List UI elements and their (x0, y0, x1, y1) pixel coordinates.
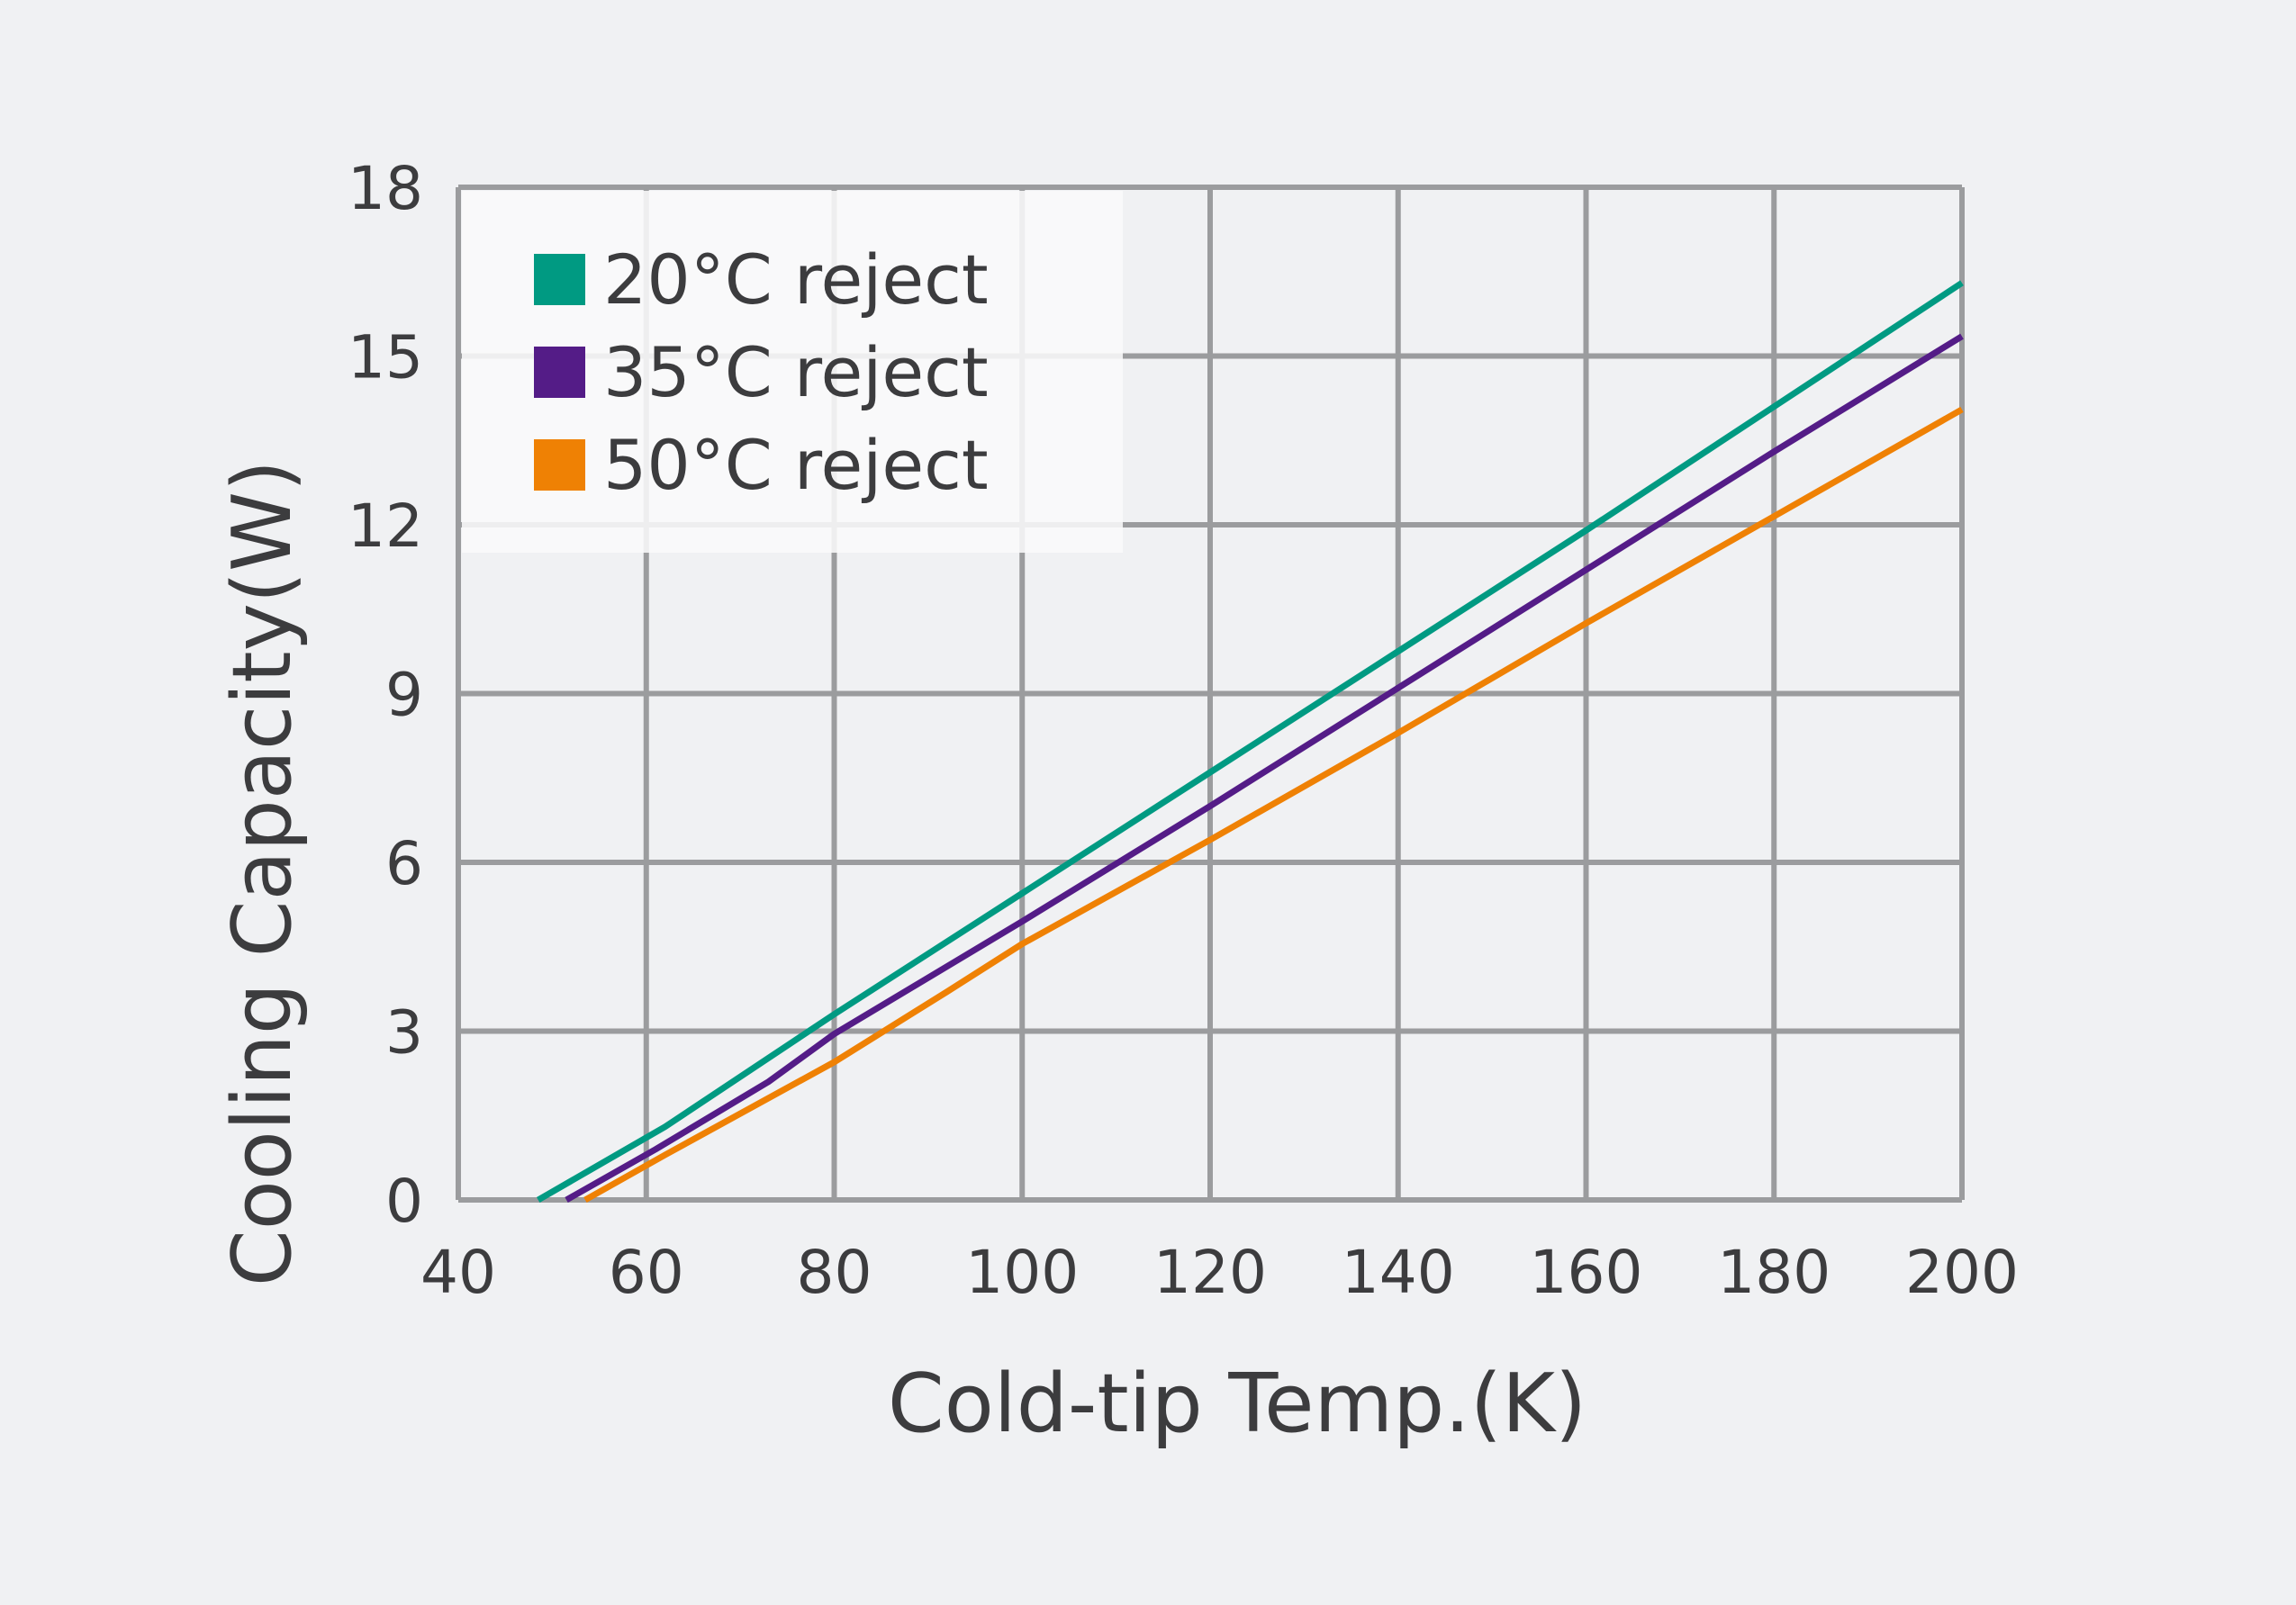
x-tick-label: 140 (1342, 1238, 1455, 1307)
tick-labels: 40 60 80 100 120 140 160 180 200 0 3 6 9 12 15 18 (348, 154, 2019, 1307)
y-tick-label: 15 (348, 323, 423, 392)
x-tick-label: 80 (797, 1238, 872, 1307)
y-tick-label: 0 (385, 1167, 423, 1236)
y-tick-label: 3 (385, 998, 423, 1068)
grid (456, 185, 1965, 1203)
y-tick-label: 18 (348, 154, 423, 223)
series-line-50-c-reject (583, 406, 1964, 1204)
x-tick-label: 60 (609, 1238, 684, 1307)
legend-label: 35°C reject (603, 332, 989, 412)
legend-swatch (534, 439, 585, 491)
y-tick-label: 9 (385, 661, 423, 730)
legend-label: 20°C reject (603, 239, 989, 320)
y-axis-title: Cooling Capacity(W) (215, 460, 310, 1286)
x-tick-label: 100 (965, 1238, 1079, 1307)
legend: 20°C reject 35°C reject 50°C reject (462, 191, 1123, 553)
y-tick-label: 12 (348, 491, 423, 561)
x-tick-label: 160 (1530, 1238, 1643, 1307)
x-tick-label: 40 (420, 1238, 496, 1307)
legend-swatch (534, 347, 585, 398)
x-tick-label: 180 (1717, 1238, 1830, 1307)
series-lines (536, 280, 1964, 1204)
x-tick-label: 200 (1905, 1238, 2019, 1307)
y-tick-label: 6 (385, 829, 423, 898)
series-line-35-c-reject (565, 333, 1964, 1204)
x-tick-label: 120 (1153, 1238, 1267, 1307)
legend-label: 50°C reject (603, 425, 989, 505)
x-axis-title: Cold-tip Temp.(K) (888, 1357, 1586, 1451)
series-line-20-c-reject (536, 280, 1964, 1204)
legend-swatch (534, 254, 585, 305)
